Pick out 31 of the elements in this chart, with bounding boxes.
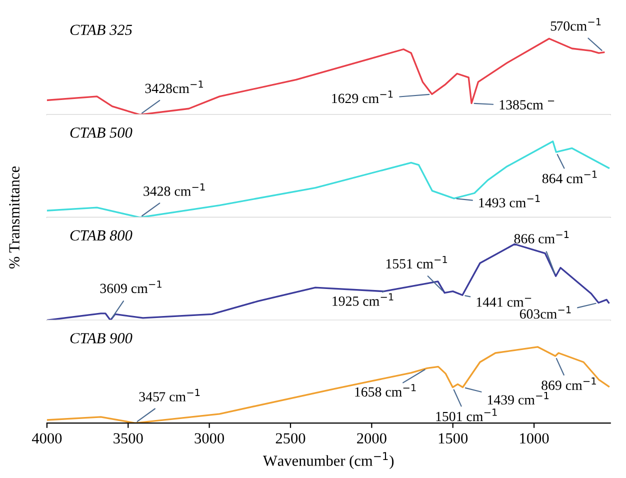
annotation: 3428 cm$^{−1}$ <box>144 183 205 196</box>
x-tick-label: 2500 <box>276 433 306 444</box>
annotation: 3457 cm$^{−1}$ <box>139 388 200 402</box>
annotation: 1658 cm$^{−1}$ <box>355 384 416 397</box>
annotation: 869 cm$^{−1}$ <box>542 377 596 390</box>
chart-title: CTAB 900 <box>70 333 132 344</box>
x-tick-label: 4000 <box>32 433 62 444</box>
annotation: 1493 cm$^{−1}$ <box>479 194 540 208</box>
annotation: 1441 cm$^{−}$ <box>476 298 532 307</box>
annotation: 570cm$^{−1}$ <box>550 18 601 31</box>
x-tick-label: 1500 <box>438 433 468 444</box>
y-axis-title: % Transmittance <box>9 166 20 269</box>
x-axis-title: Wavenumber (cm$^{−1}$) <box>262 452 394 470</box>
annotation: 864 cm$^{−1}$ <box>542 170 597 184</box>
annotation: 1629 cm$^{−1}$ <box>332 90 393 104</box>
annotation: 1925 cm$^{−1}$ <box>332 293 394 306</box>
chart-title: CTAB 500 <box>70 127 132 138</box>
annotation: 1551 cm$^{−1}$ <box>386 256 447 268</box>
annotation: 1385cm $^{−}$ <box>500 100 554 110</box>
annotation: 866 cm$^{−1}$ <box>514 230 569 244</box>
annotation: 603cm$^{−1}$ <box>520 306 571 319</box>
chart-title: CTAB 800 <box>70 230 132 241</box>
annotation: 1501 cm$^{−1}$ <box>436 408 497 422</box>
x-tick-label: 3000 <box>194 433 224 444</box>
annotation: 3609 cm$^{−1}$ <box>100 280 162 294</box>
x-tick-label: 1000 <box>520 433 549 444</box>
x-tick-label: 3500 <box>114 433 143 444</box>
chart-title: CTAB 325 <box>70 24 132 36</box>
annotation: 1439 cm$^{−1}$ <box>488 392 549 405</box>
annotation: 3428cm$^{−1}$ <box>145 80 203 94</box>
x-tick-label: 2000 <box>357 433 386 444</box>
